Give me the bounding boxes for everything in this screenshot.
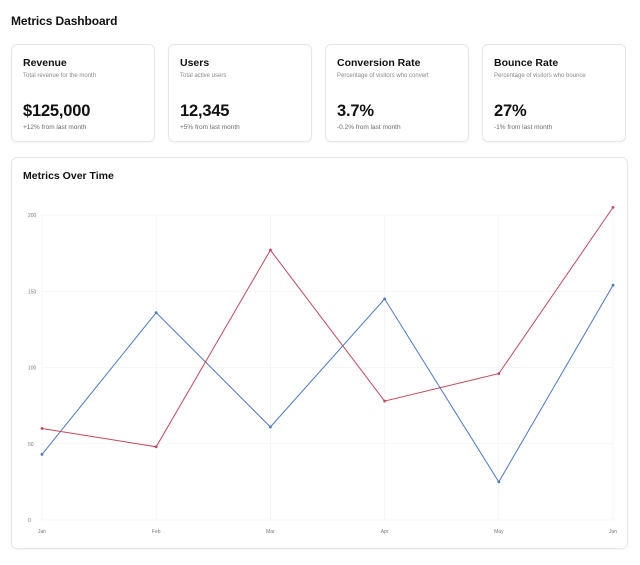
card-change: -1% from last month <box>494 124 553 131</box>
card-value: 27% <box>494 102 527 120</box>
metric-card-revenue: Revenue Total revenue for the month $125… <box>11 44 155 142</box>
y-tick-label: 50 <box>28 442 34 448</box>
series-point-2 <box>40 427 44 430</box>
card-change: +5% from last month <box>180 124 240 131</box>
card-value: $125,000 <box>23 102 91 120</box>
chart-title: Metrics Over Time <box>23 170 114 182</box>
x-tick-label: May <box>494 529 504 535</box>
x-tick-label: Jan <box>38 529 46 535</box>
card-subtitle: Total active users <box>180 73 227 79</box>
series-point-2 <box>269 248 272 252</box>
series-line-2 <box>41 207 614 448</box>
series-line-1 <box>41 284 614 483</box>
card-title: Users <box>180 57 210 69</box>
card-value: 3.7% <box>337 102 374 120</box>
card-value: 12,345 <box>180 102 230 120</box>
metric-card-bounce-rate: Bounce Rate Percentage of visitors who b… <box>482 44 626 142</box>
metric-cards: Revenue Total revenue for the month $125… <box>11 44 628 143</box>
metrics-chart-card: Metrics Over Time 0 50 100 150 200 Jan Feb Mar A… <box>11 157 628 549</box>
series-point-1 <box>40 453 44 456</box>
line-chart: 0 50 100 150 200 Jan Feb Mar Apr May Jun <box>28 205 617 535</box>
series-point-1 <box>383 297 386 301</box>
series-point-2 <box>611 205 615 209</box>
card-title: Bounce Rate <box>494 57 559 69</box>
y-tick-label: 200 <box>28 213 37 219</box>
series-point-1 <box>154 311 158 314</box>
series-point-2 <box>383 399 386 403</box>
x-tick-label: Feb <box>152 529 161 535</box>
card-change: -0.2% from last month <box>337 124 401 131</box>
page-title: Metrics Dashboard <box>11 14 118 28</box>
series-point-2 <box>497 372 501 375</box>
series-point-2 <box>154 445 158 449</box>
x-tick-label: Jun <box>609 529 617 535</box>
series-point-1 <box>497 480 501 484</box>
card-subtitle: Percentage of visitors who convert <box>337 73 429 79</box>
y-tick-label: 100 <box>28 366 37 372</box>
x-tick-label: Mar <box>266 529 275 535</box>
metric-card-users: Users Total active users 12,345 +5% from… <box>168 44 312 142</box>
y-tick-label: 150 <box>28 289 37 295</box>
metric-card-conversion-rate: Conversion Rate Percentage of visitors w… <box>325 44 469 142</box>
card-subtitle: Total revenue for the month <box>23 73 97 79</box>
card-title: Revenue <box>23 57 67 69</box>
y-tick-label: 0 <box>28 518 31 524</box>
card-subtitle: Percentage of visitors who bounce <box>494 73 586 79</box>
x-tick-label: Apr <box>381 529 389 535</box>
series-point-1 <box>269 425 272 429</box>
card-change: +12% from last month <box>23 124 87 131</box>
series-point-1 <box>611 283 615 287</box>
card-title: Conversion Rate <box>337 57 421 69</box>
